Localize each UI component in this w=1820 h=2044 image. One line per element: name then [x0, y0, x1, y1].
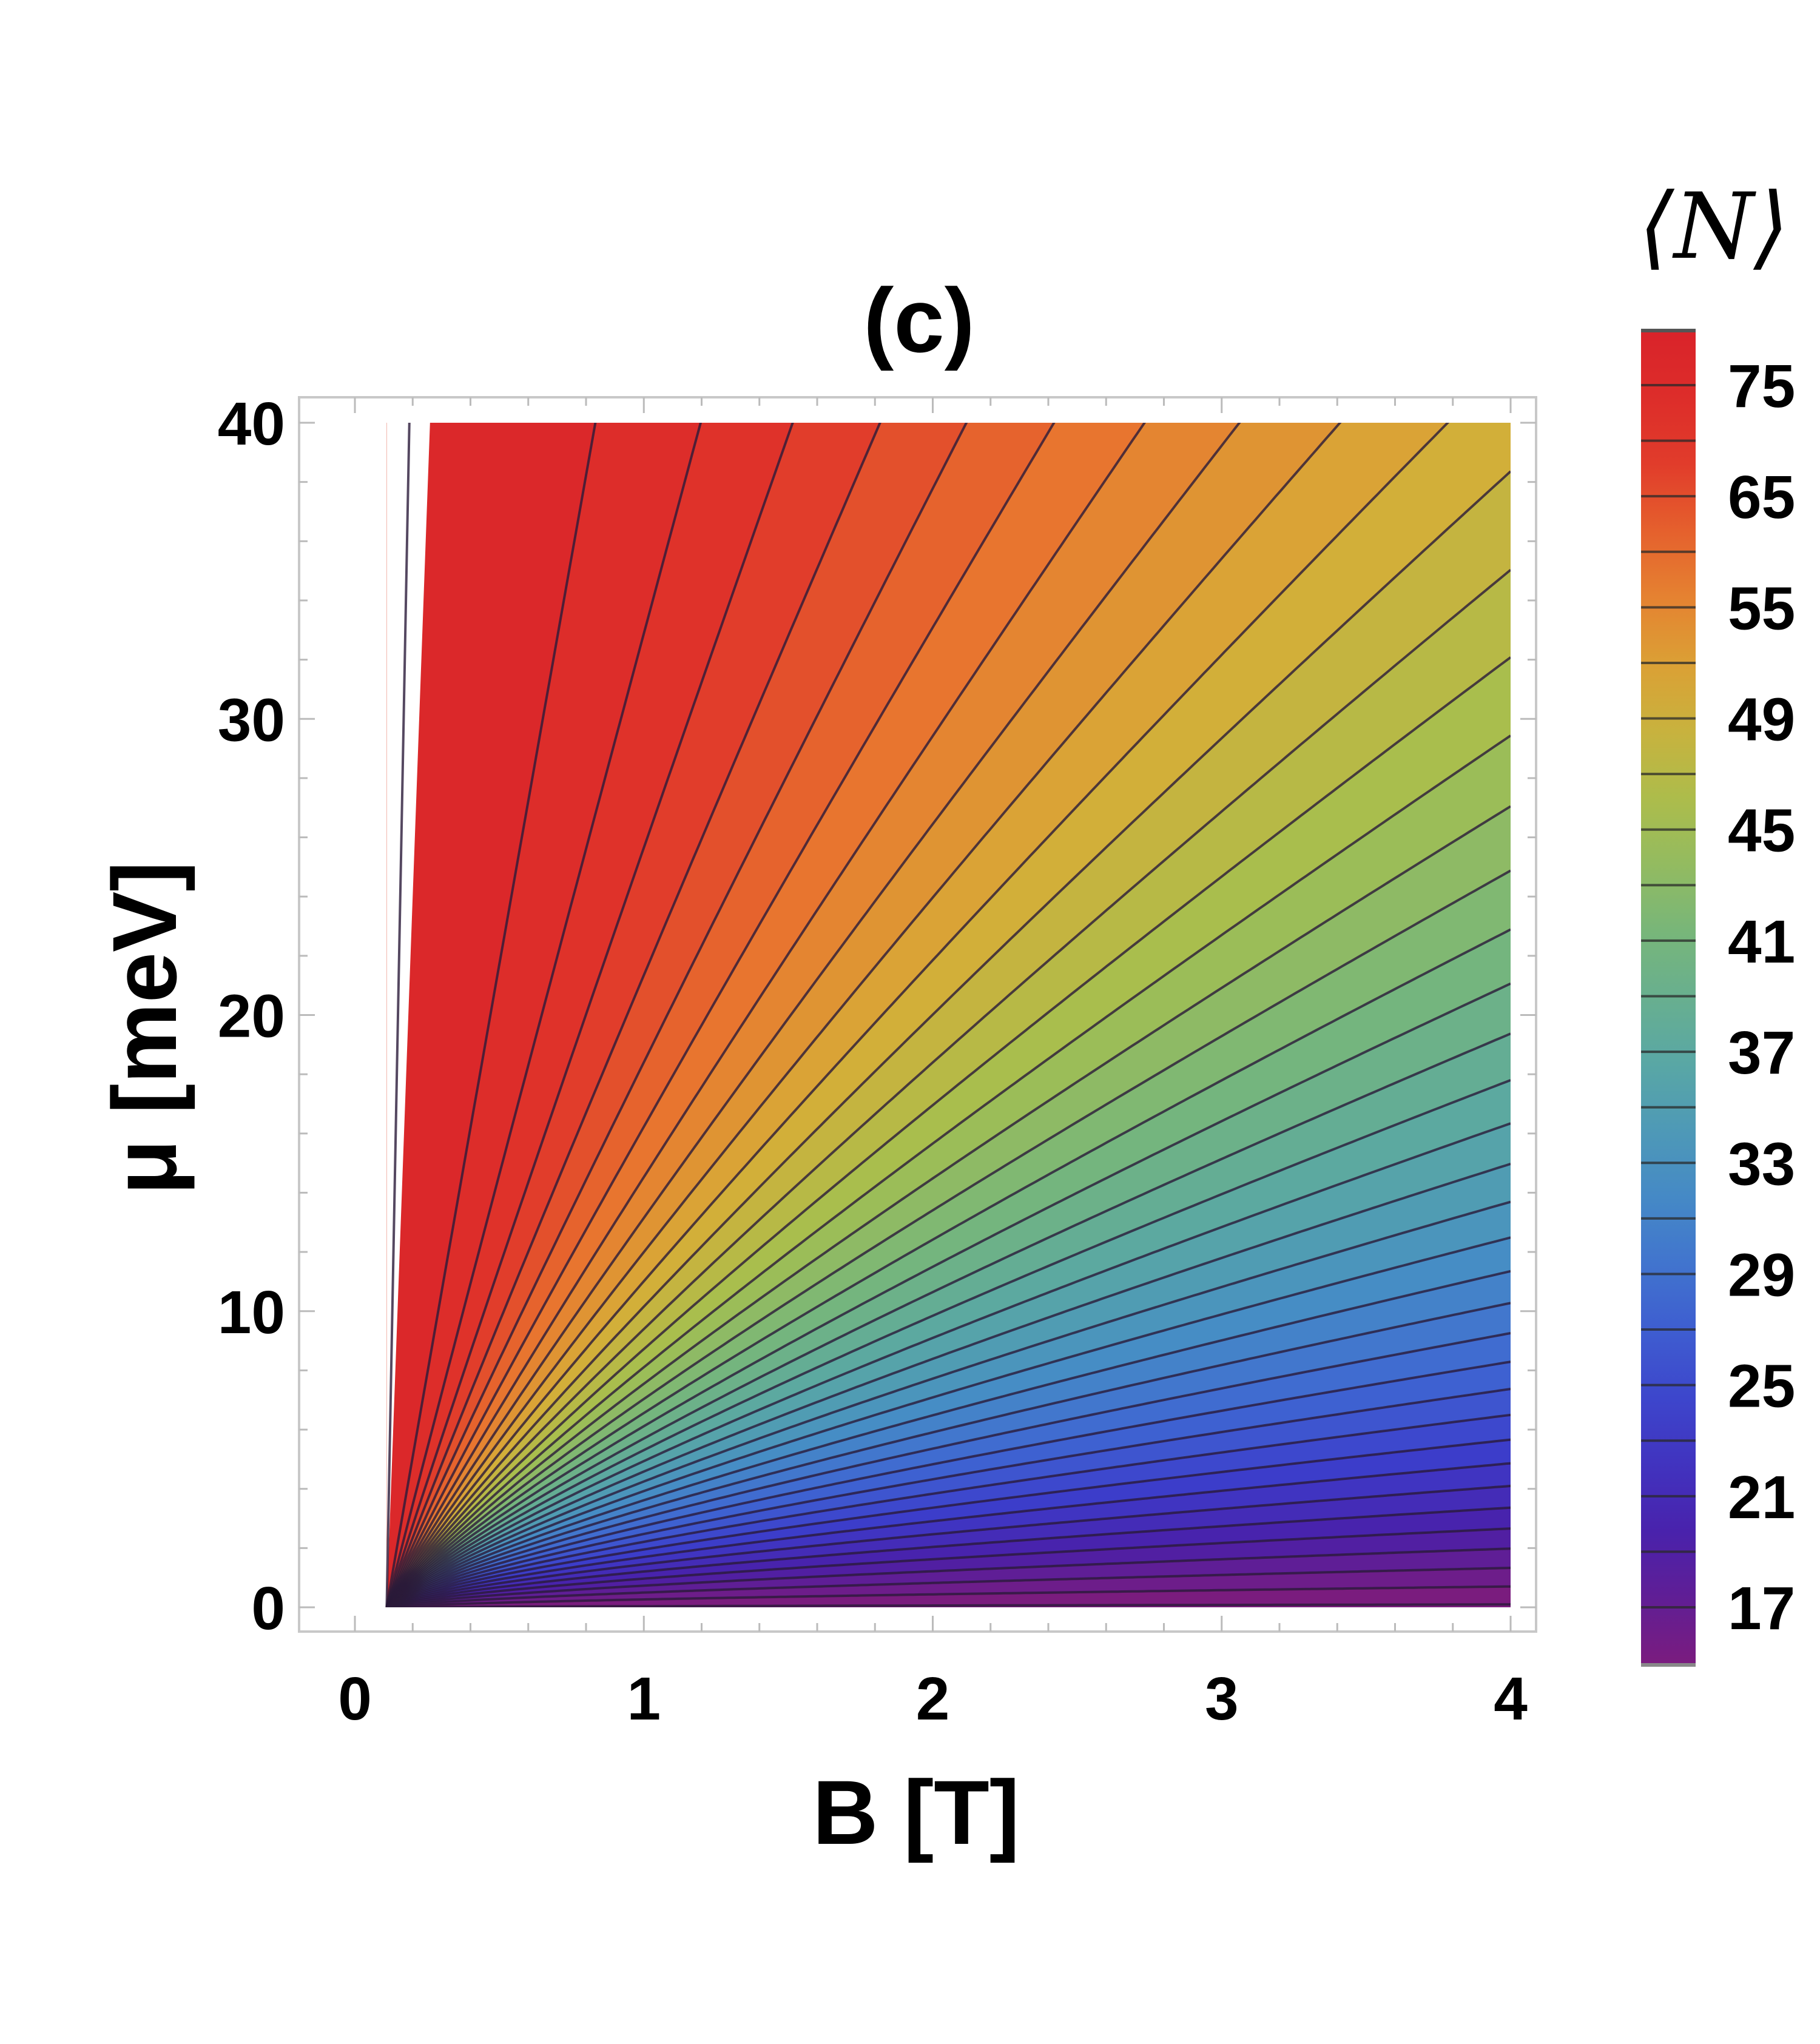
colorbar-tick-label: 75 — [1728, 352, 1795, 420]
colorbar-tick-label: 55 — [1728, 574, 1795, 642]
axis-ticks — [299, 397, 1536, 1632]
colorbar-tick-label: 25 — [1728, 1353, 1795, 1420]
y-tick-label: 30 — [218, 686, 285, 754]
colorbar — [1641, 329, 1696, 1667]
colorbar-tick-label: 37 — [1728, 1019, 1795, 1087]
contour-line — [385, 928, 1511, 1607]
contour-line — [385, 423, 1241, 1607]
contour-line — [385, 423, 968, 1607]
contour-line — [385, 735, 1511, 1607]
contour-line — [386, 1585, 1511, 1607]
x-tick-label: 2 — [916, 1665, 950, 1733]
contour-line — [385, 423, 1146, 1607]
colorbar-tick-label: 29 — [1728, 1241, 1795, 1309]
contour-line — [385, 805, 1511, 1607]
contour-line — [386, 1484, 1511, 1607]
contour-line — [385, 982, 1511, 1607]
contour-line — [386, 1413, 1511, 1607]
contour-line — [385, 423, 597, 1607]
contour-line — [385, 423, 1450, 1607]
y-tick-labels: 0 10 20 30 40 — [218, 390, 285, 1642]
colorbar-tick-label: 21 — [1728, 1464, 1795, 1531]
y-tick-label: 20 — [218, 983, 285, 1051]
colorbar-tick-labels: 75 65 55 49 45 41 37 33 29 25 21 17 — [1728, 352, 1795, 1642]
y-axis-label: μ [meV] — [93, 861, 195, 1195]
contour-line — [386, 1360, 1511, 1607]
x-tick-label: 1 — [627, 1665, 661, 1733]
colorbar-tick-label: 41 — [1728, 908, 1795, 976]
chart-title: (c) — [863, 269, 974, 371]
contour-line — [385, 423, 1056, 1607]
contour-line — [386, 1388, 1511, 1607]
plot-area — [355, 423, 1511, 1607]
contour-line — [386, 1506, 1511, 1607]
contour-line — [385, 568, 1511, 1607]
contour-line — [385, 1122, 1511, 1607]
contour-line — [385, 423, 702, 1607]
contour-line — [385, 869, 1511, 1607]
contour-line — [386, 1438, 1511, 1607]
colorbar-tick-label: 33 — [1728, 1130, 1795, 1198]
y-tick-label: 0 — [251, 1575, 285, 1642]
contour-line — [386, 1462, 1511, 1607]
x-tick-label: 0 — [338, 1665, 372, 1733]
y-tick-label: 40 — [218, 390, 285, 458]
contour-line — [385, 1236, 1511, 1607]
contour-line — [386, 1547, 1511, 1607]
colorbar-gradient — [1641, 331, 1696, 1665]
x-tick-label: 4 — [1494, 1665, 1528, 1733]
contour-line — [385, 423, 794, 1607]
contour-line — [385, 1269, 1511, 1607]
x-tick-label: 3 — [1205, 1665, 1239, 1733]
contour-line — [385, 423, 1342, 1607]
contour-line — [386, 1567, 1511, 1607]
contour-line — [385, 1162, 1511, 1607]
contour-line — [385, 1032, 1511, 1607]
contour-line — [386, 1332, 1511, 1607]
contour-line — [385, 1200, 1511, 1607]
contour-line — [386, 1603, 1511, 1607]
colorbar-tick-label: 45 — [1728, 797, 1795, 865]
contour-line — [385, 470, 1511, 1607]
contour-line — [385, 1078, 1511, 1607]
colorbar-label: ⟨N⟩ — [1639, 174, 1789, 280]
colorbar-tick-label: 17 — [1728, 1575, 1795, 1642]
contour-line — [386, 1302, 1511, 1607]
contour-line — [385, 656, 1511, 1607]
colorbar-tick-label: 49 — [1728, 686, 1795, 754]
x-axis-label: B [T] — [812, 1761, 1020, 1863]
contour-line — [385, 423, 881, 1607]
x-tick-labels: 0 1 2 3 4 — [338, 1665, 1528, 1733]
colorbar-tick-label: 65 — [1728, 463, 1795, 531]
contour-lines — [385, 423, 1511, 1607]
contour-line — [386, 1527, 1511, 1607]
y-tick-label: 10 — [218, 1279, 285, 1346]
